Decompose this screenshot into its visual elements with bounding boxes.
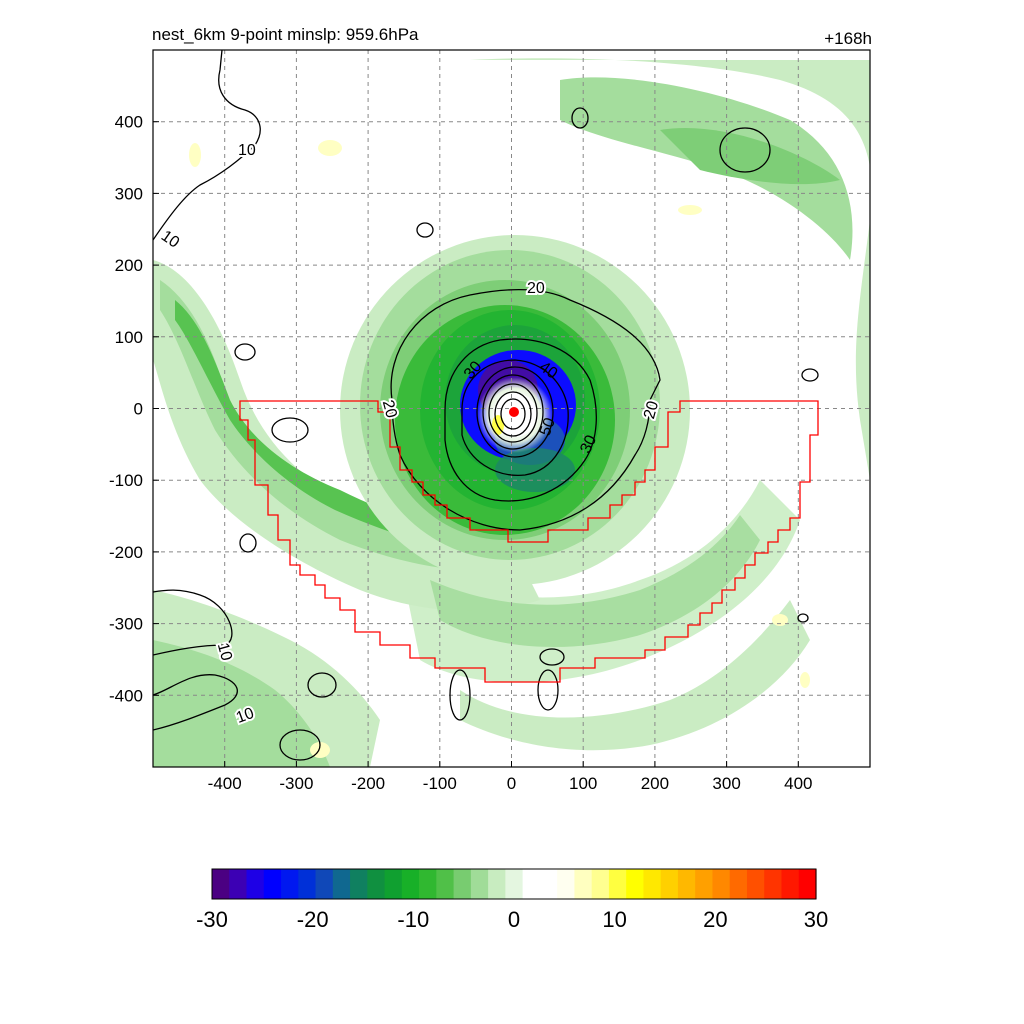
colorbar-swatch [367,869,386,899]
colorbar-frame [211,868,817,900]
y-tick-label: 200 [115,256,143,275]
colorbar-tick-label: 0 [508,907,520,932]
colorbar-tick-label: -30 [196,907,228,932]
y-tick-label: 100 [115,328,143,347]
colorbar-swatch [643,869,662,899]
x-tick-label: 300 [712,774,740,793]
colorbar-swatch [781,869,800,899]
y-tick-label: 0 [134,400,143,419]
x-tick-label: 0 [507,774,516,793]
x-axis: -400 -300 -200 -100 0 100 200 300 400 [208,761,812,793]
colorbar-swatch [350,869,368,899]
colorbar-swatch [539,869,558,899]
colorbar-tick-label: -10 [397,907,429,932]
colorbar-tick-label: -20 [297,907,329,932]
colorbar-swatch [591,869,610,899]
colorbar-swatch [746,869,765,899]
colorbar-swatch [229,869,248,899]
x-tick-label: 400 [784,774,812,793]
x-tick-label: -200 [351,774,385,793]
colorbar-swatch [212,869,230,899]
colorbar-swatch [470,869,489,899]
y-tick-label: -200 [109,543,143,562]
colorbar-swatch [574,869,593,899]
plot-area [153,50,870,767]
forecast-hour-label: +168h [824,29,872,48]
colorbar-swatch [695,869,714,899]
x-tick-label: 200 [641,774,669,793]
colorbar-swatch [401,869,420,899]
x-tick-label: 100 [569,774,597,793]
colorbar-swatch [436,869,455,899]
y-tick-label: 300 [115,184,143,203]
x-tick-label: -300 [279,774,313,793]
colorbar-swatch [660,869,679,899]
colorbar-tick-label: 10 [602,907,626,932]
colorbar-swatch [729,869,748,899]
colorbar [211,868,817,900]
x-tick-label: -400 [208,774,242,793]
storm-center-marker [509,407,519,417]
colorbar-swatch [764,869,783,899]
colorbar-swatch [677,869,696,899]
colorbar-swatch [315,869,334,899]
x-tick-label: -100 [423,774,457,793]
colorbar-swatch [488,869,506,899]
chart-title: nest_6km 9-point minslp: 959.6hPa [152,25,419,44]
colorbar-swatch [419,869,437,899]
colorbar-swatch [522,869,541,899]
colorbar-swatch [712,869,731,899]
contour-label-10-nw: 10 [238,142,256,159]
contour-label-30-se: 30 [577,433,600,456]
colorbar-swatch [298,869,317,899]
colorbar-labels: -30 -20 -10 0 10 20 30 [196,907,828,932]
colorbar-swatch [453,869,472,899]
y-tick-label: -300 [109,615,143,634]
colorbar-swatch [246,869,265,899]
contour-label-50: 50 [537,416,559,439]
y-tick-label: -100 [109,471,143,490]
colorbar-swatch [281,869,299,899]
colorbar-swatch [626,869,645,899]
analysis-region-outline [239,400,819,683]
colorbar-tick-label: 30 [804,907,828,932]
colorbar-swatch [608,869,627,899]
colorbar-swatch [798,869,817,899]
colorbar-swatch [557,869,575,899]
colorbar-swatch [332,869,351,899]
y-axis: -400 -300 -200 -100 0 100 200 300 400 [109,113,159,705]
y-tick-label: -400 [109,686,143,705]
contour-label-20-n: 20 [527,280,545,297]
y-tick-label: 400 [115,113,143,132]
colorbar-swatch [263,869,282,899]
colorbar-tick-label: 20 [703,907,727,932]
colorbar-swatch [384,869,403,899]
colorbar-swatch [505,869,524,899]
